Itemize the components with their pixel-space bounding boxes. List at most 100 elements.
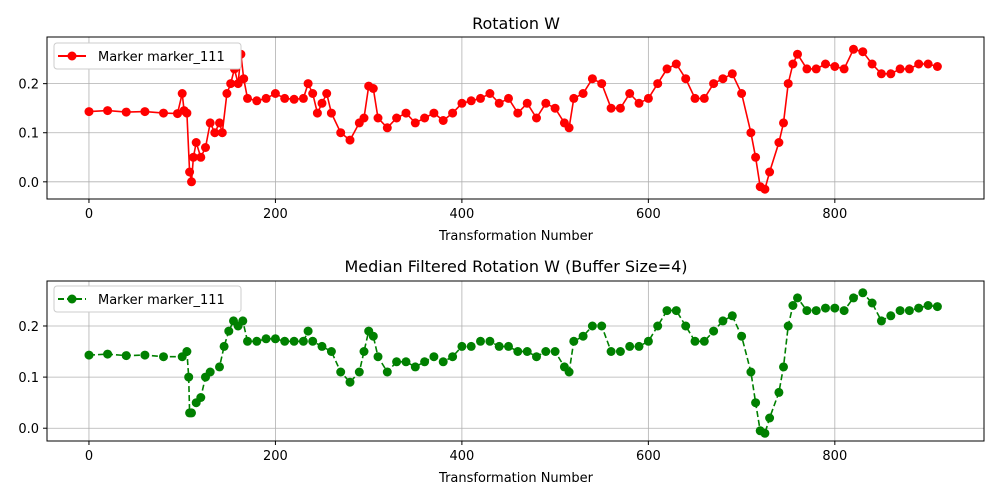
data-point — [466, 96, 476, 106]
data-point — [760, 184, 770, 194]
legend-frame — [53, 42, 242, 70]
data-point — [336, 367, 346, 377]
data-point — [774, 387, 784, 397]
data-point — [751, 152, 761, 162]
data-point — [185, 167, 195, 177]
x-tick-label: 200 — [263, 449, 288, 464]
series-marker-111 — [84, 44, 942, 194]
data-point — [578, 331, 588, 341]
data-point — [597, 321, 607, 331]
data-point — [182, 347, 192, 356]
y-tick-label: 0.2 — [18, 320, 39, 335]
data-point — [466, 341, 476, 351]
data-point — [504, 93, 513, 103]
data-point — [839, 64, 849, 74]
data-point — [188, 152, 198, 162]
data-point — [802, 64, 812, 74]
data-point — [727, 69, 737, 79]
data-point — [779, 362, 788, 372]
data-point — [788, 59, 798, 69]
data-point — [438, 116, 448, 125]
data-point — [326, 108, 336, 118]
data-point — [718, 74, 728, 84]
data-point — [494, 341, 504, 351]
data-point — [215, 362, 224, 372]
data-point — [532, 113, 541, 123]
data-point — [261, 93, 271, 103]
data-point — [671, 59, 681, 69]
data-point — [438, 357, 448, 367]
x-axis-ticks: 0 200 400 600 800 — [85, 199, 847, 222]
data-point — [830, 303, 840, 313]
data-point — [368, 84, 378, 93]
data-point — [895, 306, 905, 316]
data-point — [718, 316, 728, 326]
data-point — [317, 341, 327, 351]
data-point — [373, 113, 383, 123]
data-point — [345, 377, 355, 387]
data-point — [243, 336, 252, 346]
data-point — [597, 79, 607, 89]
data-point — [354, 367, 364, 377]
data-point — [368, 331, 378, 341]
data-point — [793, 293, 802, 303]
data-point — [494, 98, 504, 108]
x-tick-label: 0 — [85, 449, 93, 464]
data-point — [886, 69, 896, 79]
data-point — [401, 108, 411, 118]
data-point — [564, 123, 574, 133]
data-point — [476, 336, 485, 346]
data-point — [541, 98, 551, 108]
data-point — [238, 316, 248, 326]
data-point — [201, 143, 210, 152]
data-point — [159, 352, 168, 362]
data-point — [681, 74, 691, 84]
data-point — [699, 336, 709, 346]
data-point — [653, 321, 663, 331]
data-point — [298, 336, 308, 346]
data-point — [219, 341, 229, 351]
data-point — [709, 326, 719, 336]
data-point — [541, 347, 551, 356]
data-point — [886, 311, 896, 321]
data-point — [103, 106, 113, 116]
x-tick-label: 400 — [449, 449, 474, 464]
data-point — [84, 350, 94, 360]
data-point — [532, 352, 541, 362]
x-tick-label: 0 — [85, 207, 93, 222]
data-point — [280, 336, 290, 346]
data-point — [243, 93, 252, 103]
data-point — [222, 89, 232, 98]
data-point — [914, 303, 924, 313]
data-point — [322, 89, 332, 98]
data-point — [308, 89, 318, 98]
x-tick-label: 800 — [822, 207, 847, 222]
x-axis-label: Transformation Number — [438, 471, 594, 486]
y-tick-label: 0.1 — [18, 127, 39, 142]
y-tick-label: 0.0 — [18, 422, 39, 437]
data-point — [359, 347, 369, 356]
plot-frame — [46, 36, 985, 200]
x-tick-label: 600 — [636, 449, 661, 464]
y-axis-ticks: 0.0 0.1 0.2 — [18, 320, 47, 437]
data-point — [821, 303, 830, 313]
data-point — [401, 357, 411, 367]
data-point — [392, 113, 402, 123]
data-point — [681, 321, 691, 331]
data-point — [760, 428, 770, 438]
data-point — [914, 59, 924, 69]
data-point — [513, 108, 523, 118]
data-point — [382, 123, 392, 133]
data-point — [932, 62, 942, 71]
data-point — [765, 167, 775, 177]
data-point — [326, 347, 336, 356]
data-point — [793, 49, 802, 59]
data-point — [84, 107, 94, 117]
data-point — [564, 367, 574, 377]
x-tick-label: 800 — [822, 449, 847, 464]
y-axis-ticks: 0.0 0.1 0.2 — [18, 78, 47, 191]
data-point — [270, 334, 280, 344]
data-point — [849, 44, 858, 54]
data-point — [184, 372, 194, 382]
